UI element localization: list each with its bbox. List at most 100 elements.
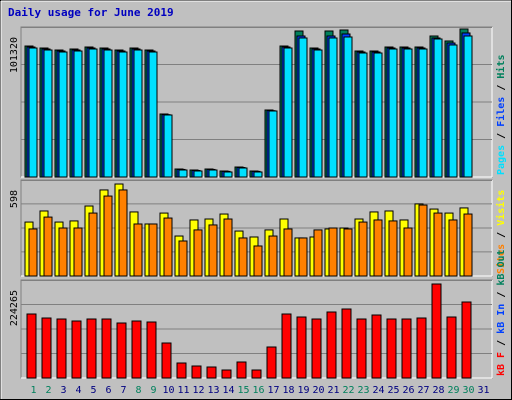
bar [401,318,412,379]
bar [103,195,113,277]
legend-entry: kB In [496,304,507,334]
x-tick-label: 29 [447,385,459,396]
bar [418,48,428,178]
bar [118,51,128,178]
bar [283,47,293,178]
x-tick-label: 31 [477,385,489,396]
bar [28,47,38,178]
bar [118,189,128,277]
bar [236,361,247,379]
legend-entry: Hits [495,55,507,79]
legend-separator: / [496,133,507,139]
bar [148,223,158,277]
bar [88,48,98,178]
bar [148,51,158,178]
x-tick-label: 3 [60,385,66,396]
bar [403,227,413,277]
bar [356,318,367,379]
bar [26,313,37,379]
bar [221,369,232,379]
bar [73,227,83,277]
bar [163,217,173,277]
bar [238,167,248,178]
bar [223,171,233,178]
x-tick-label: 1 [30,385,36,396]
bar [386,318,397,379]
x-tick-label: 25 [387,385,399,396]
legend-separator: / [496,292,507,298]
y-tick-label: 224265 [9,290,20,326]
x-tick-label: 11 [177,385,189,396]
x-tick-label: 4 [75,385,81,396]
x-tick-label: 18 [282,385,294,396]
legend-entry: kB F [496,352,507,376]
bar [433,212,443,277]
x-tick-label: 7 [120,385,126,396]
legend-separator: / [496,340,507,346]
bar [73,50,83,178]
x-tick-label: 27 [417,385,429,396]
bar [283,228,293,277]
bar [176,362,187,379]
bar [43,49,53,178]
bar [388,220,398,277]
bar [341,308,352,379]
x-tick-label: 23 [357,385,369,396]
legend-entry: kB Out [496,249,507,285]
bar [161,342,172,379]
x-tick-label: 10 [162,385,174,396]
bar [266,346,277,379]
bar [328,227,338,277]
bar [388,48,398,178]
legend-entry: Pages [496,145,507,175]
bar [463,213,473,277]
x-tick-label: 2 [45,385,51,396]
bar [86,318,97,379]
x-tick-label: 26 [402,385,414,396]
x-tick-label: 12 [192,385,204,396]
bar [28,228,38,277]
bar [448,44,458,178]
bar [446,316,457,379]
bar [193,229,203,277]
bar [191,365,202,379]
bar [311,318,322,379]
x-tick-label: 24 [372,385,384,396]
chart-title: Daily usage for June 2019 [8,6,174,19]
bar [358,52,368,178]
bar [343,36,353,178]
bar [268,235,278,277]
bar [268,110,278,178]
bar [313,49,323,178]
bar [193,170,203,178]
bar [358,221,368,277]
bar [328,37,338,178]
bar [431,283,442,379]
x-tick-label: 5 [90,385,96,396]
bar [463,35,473,178]
y-tick-label: 101320 [9,37,20,73]
bar [58,51,68,178]
bar [103,49,113,178]
y-tick-label: 598 [9,190,20,208]
bar [373,52,383,178]
bar [251,369,262,379]
x-tick-label: 20 [312,385,324,396]
bar [71,320,82,379]
x-tick-label: 21 [327,385,339,396]
bar [416,317,427,379]
bar [133,49,143,178]
x-tick-label: 19 [297,385,309,396]
bar [298,37,308,178]
bar [371,314,382,379]
bar [343,228,353,277]
bar [253,245,263,277]
x-tick-label: 17 [267,385,279,396]
bar [163,114,173,178]
bar [373,219,383,277]
x-tick-label: 6 [105,385,111,396]
bar [296,316,307,379]
x-tick-label: 14 [222,385,234,396]
legend: kB F / kB In / kB Out [496,249,507,376]
